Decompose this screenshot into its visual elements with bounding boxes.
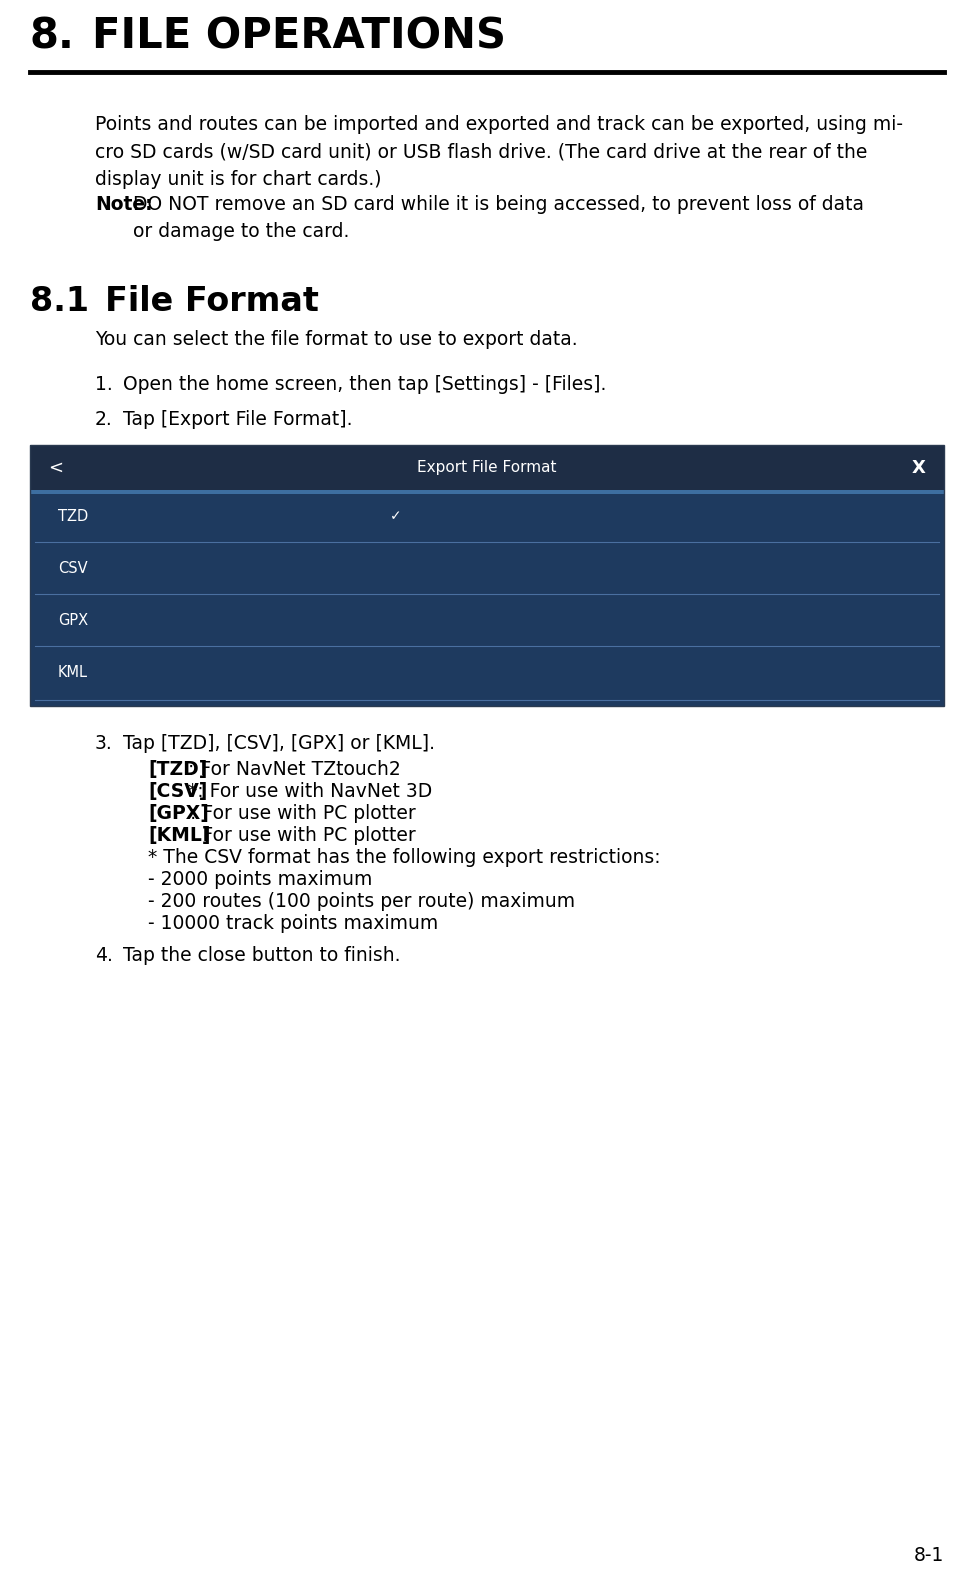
Text: : For use with PC plotter: : For use with PC plotter bbox=[190, 804, 416, 823]
FancyBboxPatch shape bbox=[30, 445, 944, 491]
Text: Tap the close button to finish.: Tap the close button to finish. bbox=[123, 947, 400, 966]
Text: * The CSV format has the following export restrictions:: * The CSV format has the following expor… bbox=[148, 848, 660, 867]
Text: <: < bbox=[48, 459, 63, 476]
Text: Tap [Export File Format].: Tap [Export File Format]. bbox=[123, 410, 353, 429]
Text: : For NavNet TZtouch2: : For NavNet TZtouch2 bbox=[188, 760, 400, 779]
Text: Open the home screen, then tap [Settings] - [Files].: Open the home screen, then tap [Settings… bbox=[123, 375, 607, 394]
Text: 2.: 2. bbox=[95, 410, 113, 429]
Text: Note:: Note: bbox=[95, 195, 153, 214]
Text: - 200 routes (100 points per route) maximum: - 200 routes (100 points per route) maxi… bbox=[148, 891, 575, 910]
Text: ✓: ✓ bbox=[390, 510, 401, 522]
Text: 3.: 3. bbox=[95, 735, 113, 754]
Text: DO NOT remove an SD card while it is being accessed, to prevent loss of data
or : DO NOT remove an SD card while it is bei… bbox=[133, 195, 864, 241]
Text: FILE OPERATIONS: FILE OPERATIONS bbox=[92, 14, 506, 57]
Text: - 2000 points maximum: - 2000 points maximum bbox=[148, 871, 372, 890]
Text: 8.1: 8.1 bbox=[30, 285, 89, 318]
Text: [KML]: [KML] bbox=[148, 826, 210, 845]
Text: TZD: TZD bbox=[58, 508, 89, 524]
Text: [TZD]: [TZD] bbox=[148, 760, 207, 779]
Text: Export File Format: Export File Format bbox=[417, 461, 557, 475]
Text: 4.: 4. bbox=[95, 947, 113, 966]
Text: - 10000 track points maximum: - 10000 track points maximum bbox=[148, 913, 438, 932]
Text: Tap [TZD], [CSV], [GPX] or [KML].: Tap [TZD], [CSV], [GPX] or [KML]. bbox=[123, 735, 435, 754]
Text: KML: KML bbox=[58, 665, 88, 679]
Text: : For use with PC plotter: : For use with PC plotter bbox=[190, 826, 416, 845]
Text: 8.: 8. bbox=[30, 14, 75, 57]
Text: [GPX]: [GPX] bbox=[148, 804, 208, 823]
Text: CSV: CSV bbox=[58, 560, 88, 576]
Text: GPX: GPX bbox=[58, 613, 88, 627]
FancyBboxPatch shape bbox=[30, 491, 944, 706]
Text: Points and routes can be imported and exported and track can be exported, using : Points and routes can be imported and ex… bbox=[95, 116, 903, 188]
Text: You can select the file format to use to export data.: You can select the file format to use to… bbox=[95, 329, 578, 348]
Text: [CSV]: [CSV] bbox=[148, 782, 207, 801]
Text: 1.: 1. bbox=[95, 375, 113, 394]
Text: File Format: File Format bbox=[105, 285, 318, 318]
FancyBboxPatch shape bbox=[30, 491, 944, 494]
Text: X: X bbox=[912, 459, 926, 476]
Text: *: For use with NavNet 3D: *: For use with NavNet 3D bbox=[188, 782, 432, 801]
Text: 8-1: 8-1 bbox=[914, 1547, 944, 1566]
Bar bbox=[30, 445, 944, 706]
